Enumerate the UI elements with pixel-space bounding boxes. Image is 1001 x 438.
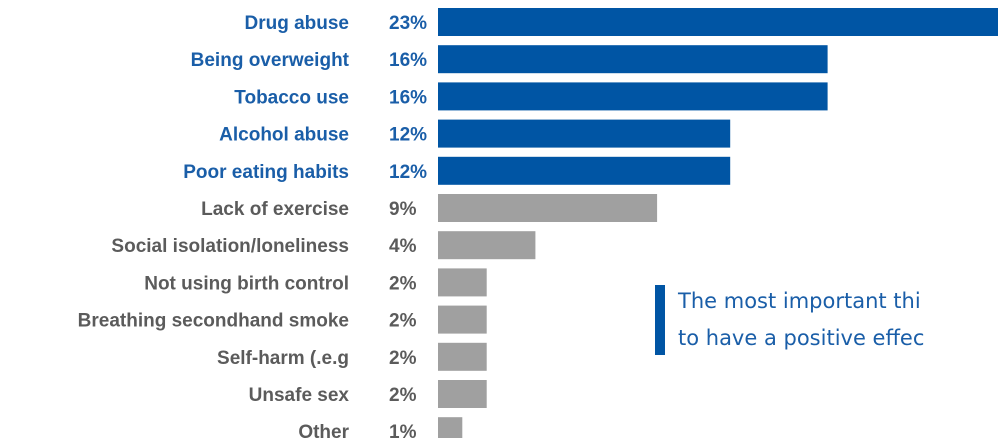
category-label-5: Lack of exercise [201, 199, 349, 220]
category-label-10: Unsafe sex [249, 385, 350, 406]
value-label-11: 1% [389, 422, 417, 438]
callout: The most important thi to have a positiv… [655, 285, 924, 355]
callout-line-2: to have a positive effec [678, 326, 924, 350]
bar-2 [438, 82, 828, 111]
category-label-6: Social isolation/loneliness [111, 236, 349, 257]
callout-accent-bar [655, 285, 665, 355]
value-label-5: 9% [389, 199, 417, 220]
category-label-7: Not using birth control [144, 273, 349, 294]
bar-4 [438, 156, 731, 185]
category-label-2: Tobacco use [234, 87, 349, 108]
bar-7 [438, 268, 487, 297]
value-label-10: 2% [389, 385, 417, 406]
bar-11 [438, 417, 463, 438]
value-label-1: 16% [389, 50, 427, 71]
value-label-4: 12% [389, 162, 427, 183]
category-label-3: Alcohol abuse [219, 125, 349, 146]
bar-10 [438, 380, 487, 408]
bars-layer [438, 8, 998, 438]
bar-1 [438, 45, 828, 74]
category-label-1: Being overweight [191, 50, 350, 71]
category-label-8: Breathing secondhand smoke [78, 311, 349, 332]
value-label-2: 16% [389, 87, 427, 108]
value-label-0: 23% [389, 13, 427, 34]
bar-8 [438, 305, 487, 334]
value-label-3: 12% [389, 125, 427, 146]
bar-5 [438, 194, 658, 222]
labels-layer: Drug abuse 23% Being overweight 16% Tobacco … [78, 13, 427, 438]
bar-9 [438, 342, 487, 371]
value-label-8: 2% [389, 311, 417, 332]
category-label-9: Self-harm (.e.g [217, 348, 349, 369]
value-label-6: 4% [389, 236, 417, 257]
bar-0 [438, 8, 998, 36]
category-label-11: Other [298, 422, 349, 438]
value-label-7: 2% [389, 273, 417, 294]
bar-3 [438, 119, 731, 148]
value-label-9: 2% [389, 348, 417, 369]
bar-6 [438, 231, 536, 260]
callout-line-1: The most important thi [677, 289, 921, 313]
category-label-0: Drug abuse [244, 13, 349, 34]
category-label-4: Poor eating habits [183, 162, 349, 183]
